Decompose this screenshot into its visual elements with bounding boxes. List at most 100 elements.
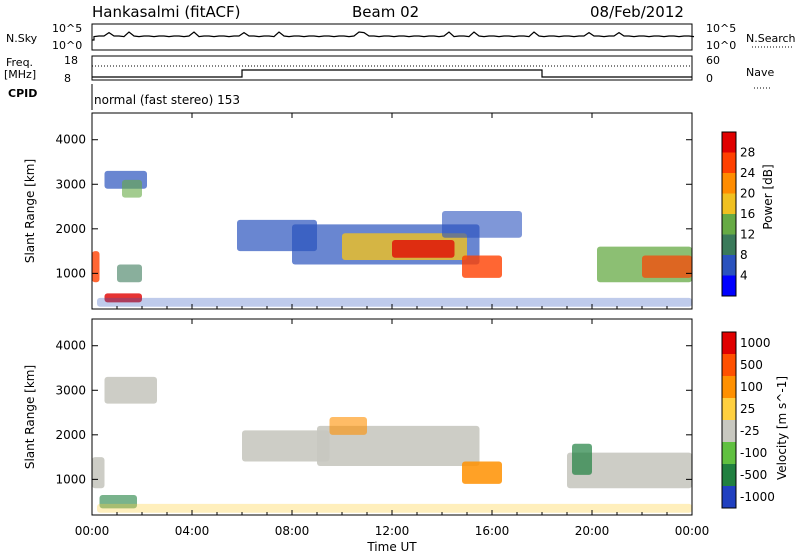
nsky-tick-top: 10^5 — [52, 22, 82, 35]
velocity-colorbar-tick: 25 — [740, 402, 755, 416]
x-tick-label: 08:00 — [275, 524, 310, 538]
power-colorbar-swatch — [722, 132, 736, 153]
power-colorbar-tick: 20 — [740, 187, 755, 201]
velocity-echo-region — [462, 461, 502, 484]
nave-tick-bottom: 0 — [706, 72, 713, 85]
power-ytick-label: 2000 — [55, 222, 86, 236]
date-title: 08/Feb/2012 — [590, 3, 684, 21]
velocity-colorbar-swatch — [722, 354, 736, 376]
power-ytick-label: 3000 — [55, 177, 86, 191]
velocity-colorbar-label: Velocity [m s^-1] — [775, 376, 789, 480]
x-tick-label: 16:00 — [475, 524, 510, 538]
velocity-colorbar-swatch — [722, 464, 736, 486]
power-colorbar-swatch — [722, 173, 736, 194]
power-colorbar-tick: 4 — [740, 269, 748, 283]
power-colorbar-swatch — [722, 152, 736, 173]
velocity-ytick-label: 1000 — [55, 472, 86, 486]
x-tick-label: 04:00 — [175, 524, 210, 538]
x-axis-label: Time UT — [366, 540, 417, 554]
cpid-text: normal (fast stereo) 153 — [94, 93, 240, 107]
power-colorbar-label: Power [dB] — [761, 164, 775, 229]
power-echo-region — [122, 179, 142, 198]
x-axis: 00:00 04:00 08:00 12:00 16:00 20:00 00:00 — [75, 113, 710, 538]
velocity-colorbar-tick: 100 — [740, 380, 763, 394]
power-echo-region — [642, 255, 692, 278]
velocity-colorbar-tick: -25 — [740, 424, 760, 438]
power-colorbar-tick: 16 — [740, 207, 755, 221]
nsky-tick-bottom: 10^0 — [52, 39, 82, 52]
nsky-right-tick-top: 10^5 — [706, 22, 736, 35]
nsky-label: N.Sky — [6, 32, 38, 45]
velocity-colorbar-swatch — [722, 420, 736, 442]
velocity-colorbar-tick: -100 — [740, 446, 767, 460]
velocity-echo-region — [317, 425, 480, 466]
freq-tick-top: 18 — [64, 54, 78, 67]
velocity-ylabel: Slant Range [km] — [23, 365, 37, 469]
nsky-panel: N.Sky 10^5 10^0 10^5 10^0 N.Search — [6, 22, 796, 52]
velocity-ytick-label: 4000 — [55, 339, 86, 353]
freq-panel: Freq. [MHz] 18 8 60 0 Nave — [4, 54, 774, 89]
nsky-trace — [92, 31, 695, 41]
power-echo-region — [104, 293, 142, 303]
velocity-colorbar-tick: -500 — [740, 468, 767, 482]
nave-label: Nave — [746, 66, 774, 79]
velocity-echo-region — [92, 457, 105, 489]
velocity-echo-region — [572, 443, 592, 475]
velocity-colorbar-frame — [721, 331, 737, 509]
x-tick-label: 12:00 — [375, 524, 410, 538]
power-echo-region — [92, 251, 100, 283]
velocity-colorbar: 1000 500 100 25 -25 -100 -500 -1000 — [721, 331, 775, 509]
power-colorbar-tick: 12 — [740, 228, 755, 242]
power-ytick-label: 4000 — [55, 133, 86, 147]
power-colorbar-frame — [721, 131, 737, 297]
velocity-colorbar-swatch — [722, 486, 736, 508]
beam-title: Beam 02 — [352, 3, 419, 21]
power-colorbar-swatch — [722, 234, 736, 255]
velocity-ytick-label: 2000 — [55, 428, 86, 442]
velocity-colorbar-swatch — [722, 376, 736, 398]
freq-unit-label: [MHz] — [4, 68, 36, 81]
power-echo-region — [442, 211, 522, 238]
x-tick-label: 20:00 — [575, 524, 610, 538]
nave-tick-top: 60 — [706, 54, 720, 67]
freq-trace — [92, 69, 692, 78]
velocity-colorbar-swatch — [722, 442, 736, 464]
power-colorbar-swatch — [722, 214, 736, 235]
power-colorbar-tick: 24 — [740, 166, 755, 180]
velocity-data-area — [92, 376, 692, 513]
station-title: Hankasalmi (fitACF) — [92, 3, 240, 21]
power-colorbar-swatch — [722, 255, 736, 276]
power-echo-region — [462, 255, 502, 278]
power-echo-region — [392, 239, 455, 258]
power-ytick-label: 1000 — [55, 266, 86, 280]
velocity-colorbar-tick: 1000 — [740, 336, 771, 350]
x-tick-label: 00:00 — [675, 524, 710, 538]
freq-tick-bottom: 8 — [64, 72, 71, 85]
power-ylabel: Slant Range [km] — [23, 159, 37, 263]
power-panel: 4000 3000 2000 1000 Slant Range [km] 28 24 20… — [23, 112, 775, 310]
power-echo-region — [117, 264, 142, 283]
velocity-echo-region — [104, 376, 157, 404]
power-colorbar-tick: 8 — [740, 248, 748, 262]
velocity-colorbar-tick: 500 — [740, 358, 763, 372]
power-echo-region — [97, 297, 692, 307]
velocity-ytick-label: 3000 — [55, 383, 86, 397]
velocity-panel: 4000 3000 2000 1000 Slant Range [km] 1000 50… — [23, 318, 789, 516]
power-data-area — [92, 170, 692, 307]
velocity-echo-region — [97, 503, 692, 513]
velocity-echo-region — [242, 430, 330, 462]
power-colorbar-swatch — [722, 275, 736, 296]
nsearch-label: N.Search — [746, 32, 796, 45]
nsky-right-tick-bottom: 10^0 — [706, 39, 736, 52]
freq-label: Freq. — [6, 56, 33, 69]
velocity-colorbar-tick: -1000 — [740, 490, 775, 504]
power-colorbar: 28 24 20 16 12 8 4 — [721, 131, 755, 297]
power-colorbar-tick: 28 — [740, 146, 755, 160]
velocity-echo-region — [99, 494, 137, 509]
velocity-echo-region — [567, 452, 692, 489]
velocity-colorbar-swatch — [722, 398, 736, 420]
velocity-echo-region — [329, 417, 367, 435]
x-tick-label: 00:00 — [75, 524, 110, 538]
cpid-panel: CPID normal (fast stereo) 153 — [8, 84, 240, 110]
